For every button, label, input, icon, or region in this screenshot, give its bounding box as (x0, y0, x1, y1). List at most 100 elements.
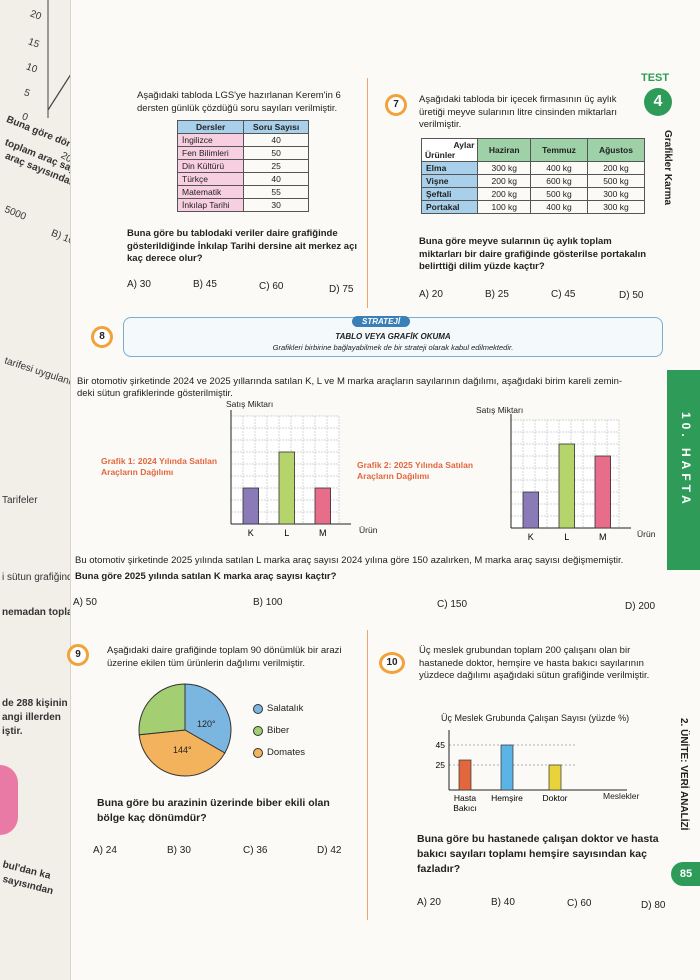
table-cell: 400 kg (530, 161, 588, 175)
option-b[interactable]: B) 30 (167, 845, 191, 856)
chart2-ylabel: Satış Miktarı (476, 405, 524, 415)
table-cell: 200 kg (477, 187, 532, 201)
option-d[interactable]: D) 200 (625, 601, 656, 612)
table-cell: 200 kg (477, 174, 532, 188)
tick-label-L: L (564, 532, 569, 542)
question-intro: deki sütun grafiklerinde gösterilmiştir. (77, 388, 233, 399)
question-intro: Aşağıdaki tabloda bir içecek firmasının … (419, 94, 617, 130)
option-d[interactable]: D) 50 (619, 290, 644, 301)
facing-text: nemadan toplam k (2, 607, 90, 618)
pie-angle-label: 120° (197, 719, 216, 729)
option-c[interactable]: C) 60 (567, 898, 592, 909)
x-tick-label: Bakıcı (453, 803, 477, 813)
table-cell: 500 kg (530, 187, 588, 201)
table-cell: 50 (243, 146, 309, 160)
question-text: Buna göre bu hastanede çalışan doktor ve… (417, 833, 659, 875)
facing-text: Tarifeler (2, 495, 38, 506)
question-number: 7 (385, 94, 407, 116)
option-a[interactable]: A) 20 (419, 289, 443, 300)
page-number: 85 (671, 862, 700, 886)
topic-side-label: Grafikler Karma (662, 130, 673, 206)
table-header: Temmuz (530, 138, 588, 162)
pie-slice-domates (138, 729, 226, 777)
chart4-title: Üç Meslek Grubunda Çalışan Sayısı (yüzde… (441, 713, 630, 723)
tick-label-M: M (599, 532, 607, 542)
option-d[interactable]: D) 80 (641, 900, 666, 911)
option-a[interactable]: A) 50 (73, 597, 97, 608)
strategy-box: STRATEJİ TABLO VEYA GRAFİK OKUMA Grafikl… (123, 316, 663, 357)
table-cell: Fen Bilimleri (176, 146, 245, 160)
table-cell: 25 (243, 159, 309, 173)
legend-swatch-domates (253, 748, 263, 758)
pie-angle-label: 144° (173, 745, 192, 755)
chart2-xlabel: Ürün (637, 529, 656, 539)
table-cell: Matematik (176, 185, 245, 199)
question-text: Buna göre bu tablodaki veriler daire gra… (127, 228, 358, 264)
option-a[interactable]: A) 20 (417, 897, 441, 908)
table-cell: 300 kg (586, 187, 646, 201)
legend-swatch-biber (253, 726, 263, 736)
legend-label: Biber (267, 725, 290, 736)
question-intro: Üç meslek grubundan toplam 200 çalışanı … (419, 645, 650, 681)
question-intro: Aşağıdaki daire grafiğinde toplam 90 dön… (107, 645, 342, 669)
option-c[interactable]: C) 60 (259, 281, 284, 292)
strategy-text: Grafikleri birbirine bağlayabilmek de bi… (272, 343, 514, 352)
option-c[interactable]: C) 150 (437, 599, 468, 610)
table-cell: Din Kültürü (176, 159, 245, 173)
question-text: Buna göre bu arazinin üzerinde biber eki… (97, 797, 330, 824)
facing-text: i sütun grafiğinde g (2, 572, 87, 583)
facing-text: iştir. (2, 726, 23, 737)
workbook-page: TEST 4 Grafikler Karma 10. HAFTA 2. ÜNİT… (67, 0, 700, 980)
table-cell: 600 kg (530, 174, 588, 188)
chart-2025: K L M (510, 414, 631, 542)
week-side-label: 10. HAFTA (679, 412, 693, 508)
option-d[interactable]: D) 75 (329, 284, 354, 295)
table-header: Haziran (477, 138, 532, 162)
chart1-ylabel: Satış Miktarı (226, 399, 274, 409)
option-b[interactable]: B) 40 (491, 897, 515, 908)
option-c[interactable]: C) 45 (551, 289, 576, 300)
table-cell: 500 kg (586, 174, 646, 188)
table-header: Soru Sayısı (243, 120, 309, 134)
table-row-label: Şeftali (420, 187, 479, 201)
option-d[interactable]: D) 42 (317, 845, 342, 856)
chart4-xlabel: Meslekler (603, 791, 640, 801)
x-tick-label: Doktor (542, 793, 567, 803)
table-cell: 200 kg (586, 161, 646, 175)
tick-label-K: K (528, 532, 534, 542)
land-pie-chart (138, 683, 232, 777)
chart-2024: K L M (230, 410, 351, 538)
legend-label: Domates (267, 747, 306, 758)
table-cell: 300 kg (477, 161, 532, 175)
table-cell: 30 (243, 198, 309, 212)
table-cell: 300 kg (586, 200, 646, 214)
bar-doktor (548, 764, 562, 791)
option-b[interactable]: B) 25 (485, 289, 509, 300)
question-text: Buna göre 2025 yılında satılan K marka a… (75, 571, 337, 582)
legend-label: Salatalık (267, 703, 304, 714)
y-tick-label: 25 (436, 760, 446, 770)
option-a[interactable]: A) 24 (93, 845, 117, 856)
question-outro: Bu otomotiv şirketinde 2025 yılında satı… (75, 555, 624, 566)
tick-label-M: M (319, 528, 327, 538)
option-b[interactable]: B) 100 (253, 597, 283, 608)
question-intro: Bir otomotiv şirketinde 2024 ve 2025 yıl… (77, 376, 623, 387)
column-divider (367, 78, 368, 308)
table-cell: İngilizce (176, 133, 245, 147)
table-row-label: Elma (420, 161, 479, 175)
option-b[interactable]: B) 45 (193, 279, 217, 290)
chart2-title-text: Grafik 2: 2025 Yılında Satılan Araçların… (357, 460, 474, 481)
table-row-label: Portakal (420, 200, 479, 214)
bar-hemşire (500, 744, 514, 791)
bar-M (314, 487, 332, 525)
table-cell: 55 (243, 185, 309, 199)
option-a[interactable]: A) 30 (127, 279, 151, 290)
question-text: Buna göre meyve sularının üç aylık topla… (419, 236, 647, 272)
question-number: 8 (91, 326, 113, 348)
unit-side-label: 2. ÜNİTE: VERİ ANALİZİ (678, 718, 689, 831)
y-tick-label: 45 (436, 740, 446, 750)
option-c[interactable]: C) 36 (243, 845, 268, 856)
bar-K (522, 491, 540, 529)
